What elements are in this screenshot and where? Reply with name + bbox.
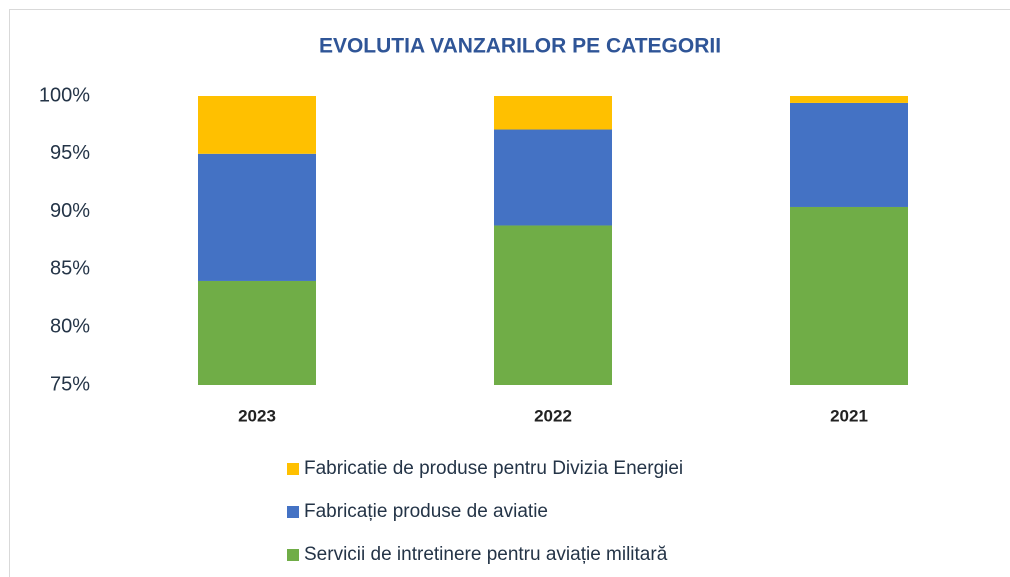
legend-swatch xyxy=(287,463,299,475)
bar-segment xyxy=(790,206,908,385)
legend-swatch xyxy=(287,506,299,518)
y-tick-label: 95% xyxy=(50,142,90,164)
legend-label: Servicii de intretinere pentru aviație m… xyxy=(304,544,668,565)
legend-swatch xyxy=(287,549,299,561)
x-tick-label: 2023 xyxy=(238,406,276,425)
bar-segment xyxy=(198,280,316,385)
legend-label: Fabricație produse de aviatie xyxy=(304,501,548,522)
x-tick-label: 2022 xyxy=(534,406,572,425)
y-tick-label: 85% xyxy=(50,258,90,280)
chart-title: EVOLUTIA VANZARILOR PE CATEGORII xyxy=(319,35,721,58)
bar-segment xyxy=(494,96,612,130)
y-tick-label: 75% xyxy=(50,373,90,395)
legend-label: Fabricatie de produse pentru Divizia Ene… xyxy=(304,458,683,479)
bar-segment xyxy=(198,153,316,281)
bar-segment xyxy=(198,96,316,154)
y-tick-label: 90% xyxy=(50,200,90,222)
bar-segment xyxy=(790,96,908,103)
x-tick-label: 2021 xyxy=(830,406,868,425)
bar-segment xyxy=(790,102,908,207)
y-tick-label: 100% xyxy=(39,84,90,106)
y-tick-label: 80% xyxy=(50,315,90,337)
bar-segment xyxy=(494,129,612,226)
bar-segment xyxy=(494,225,612,385)
